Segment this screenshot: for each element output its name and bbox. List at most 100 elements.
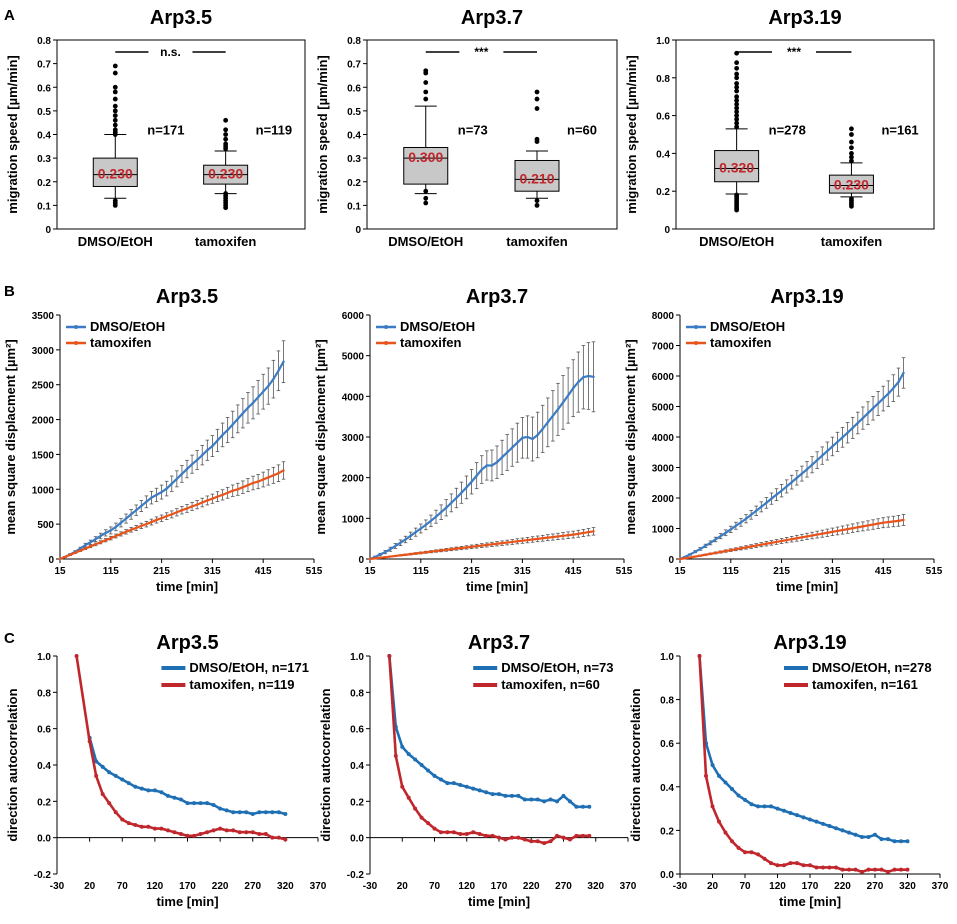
data-point	[826, 531, 829, 534]
data-point	[836, 529, 839, 533]
data-point	[490, 792, 495, 797]
data-point	[775, 493, 778, 496]
data-point	[445, 830, 450, 835]
data-point	[99, 541, 102, 544]
data-point	[536, 433, 539, 437]
y-tick-label: 0.6	[350, 725, 364, 736]
y-tick-label: 3500	[32, 311, 55, 322]
data-point	[856, 526, 859, 529]
data-point	[810, 534, 814, 537]
data-point	[714, 538, 717, 541]
x-tick-label: 370	[310, 881, 327, 892]
data-point	[760, 505, 763, 509]
data-point	[145, 500, 148, 504]
chart-title: Arp3.5	[156, 286, 218, 308]
y-tick-label: 1500	[32, 450, 55, 461]
legend-label: tamoxifen, n=161	[812, 677, 918, 692]
data-point	[256, 396, 260, 399]
data-point	[821, 454, 824, 457]
data-point	[150, 496, 153, 499]
data-point	[109, 529, 113, 532]
data-point	[107, 801, 112, 806]
data-point	[460, 546, 463, 550]
data-point	[120, 777, 125, 782]
data-point	[389, 548, 392, 551]
data-point	[710, 763, 715, 767]
data-point	[840, 867, 845, 872]
data-point	[516, 441, 519, 444]
data-point	[503, 837, 508, 842]
data-point	[226, 428, 229, 432]
data-point	[495, 461, 499, 464]
data-point	[434, 549, 438, 553]
data-point	[104, 538, 107, 542]
y-tick-label: 0	[664, 225, 670, 236]
data-point	[526, 435, 529, 439]
legend-swatch-marker	[694, 325, 698, 329]
data-point	[424, 523, 428, 527]
data-point	[87, 739, 92, 744]
outlier-point	[734, 113, 740, 118]
data-point	[511, 446, 514, 449]
data-point	[198, 832, 203, 837]
y-axis-title: mean square displacment [µm²]	[313, 339, 328, 534]
x-category-label: DMSO/EtOH	[78, 234, 153, 249]
data-point	[270, 810, 275, 815]
data-point	[495, 542, 499, 545]
data-point	[185, 467, 189, 471]
y-tick-label: 6000	[652, 372, 675, 383]
data-point	[531, 538, 534, 541]
x-tick-label: 115	[723, 566, 740, 577]
data-point	[94, 543, 97, 546]
sample-size-label: n=73	[458, 123, 488, 138]
data-point	[846, 431, 849, 434]
data-point	[755, 509, 758, 513]
data-point	[516, 793, 521, 798]
outlier-point	[734, 71, 740, 77]
data-point	[250, 812, 255, 817]
outlier-point	[734, 65, 740, 71]
data-point	[826, 449, 829, 453]
data-point	[529, 797, 534, 802]
data-point	[190, 505, 194, 508]
data-point	[170, 482, 173, 485]
data-point	[580, 833, 585, 838]
legend-swatch-marker	[74, 341, 78, 345]
y-tick-label: 0.4	[347, 131, 361, 142]
data-point	[770, 497, 773, 500]
data-point	[678, 557, 682, 561]
y-tick-label: 0.7	[37, 60, 51, 71]
data-point	[775, 863, 780, 868]
data-point	[694, 555, 697, 558]
data-point	[185, 833, 190, 838]
y-tick-label: 0	[355, 225, 361, 236]
y-tick-label: 0.3	[37, 154, 51, 165]
data-point	[899, 867, 903, 872]
data-point	[882, 397, 885, 400]
outlier-point	[112, 89, 118, 95]
data-point	[516, 540, 519, 543]
chart-a3: Arp3.19 migration speed [µm/min] 0 0.2 0.4 0.…	[624, 7, 935, 249]
data-point	[414, 552, 417, 555]
data-point	[140, 504, 143, 508]
chart-title: Arp3.19	[768, 7, 841, 29]
chart-title: Arp3.19	[773, 632, 846, 654]
data-point	[84, 543, 87, 547]
outlier-point	[849, 139, 854, 145]
outlier-point	[734, 105, 740, 111]
data-point	[451, 830, 456, 835]
outlier-point	[423, 188, 429, 194]
data-point	[497, 835, 501, 840]
data-point	[719, 550, 722, 554]
data-point	[160, 517, 163, 520]
data-point	[262, 478, 265, 481]
data-point	[100, 764, 105, 769]
data-point	[237, 810, 242, 815]
data-point	[724, 549, 727, 553]
y-tick-label: 0	[358, 555, 364, 566]
data-point	[399, 554, 402, 557]
data-point	[409, 534, 412, 538]
data-point	[231, 810, 236, 815]
x-axis-title: time [min]	[779, 894, 841, 909]
y-tick-label: 0.0	[350, 834, 364, 845]
